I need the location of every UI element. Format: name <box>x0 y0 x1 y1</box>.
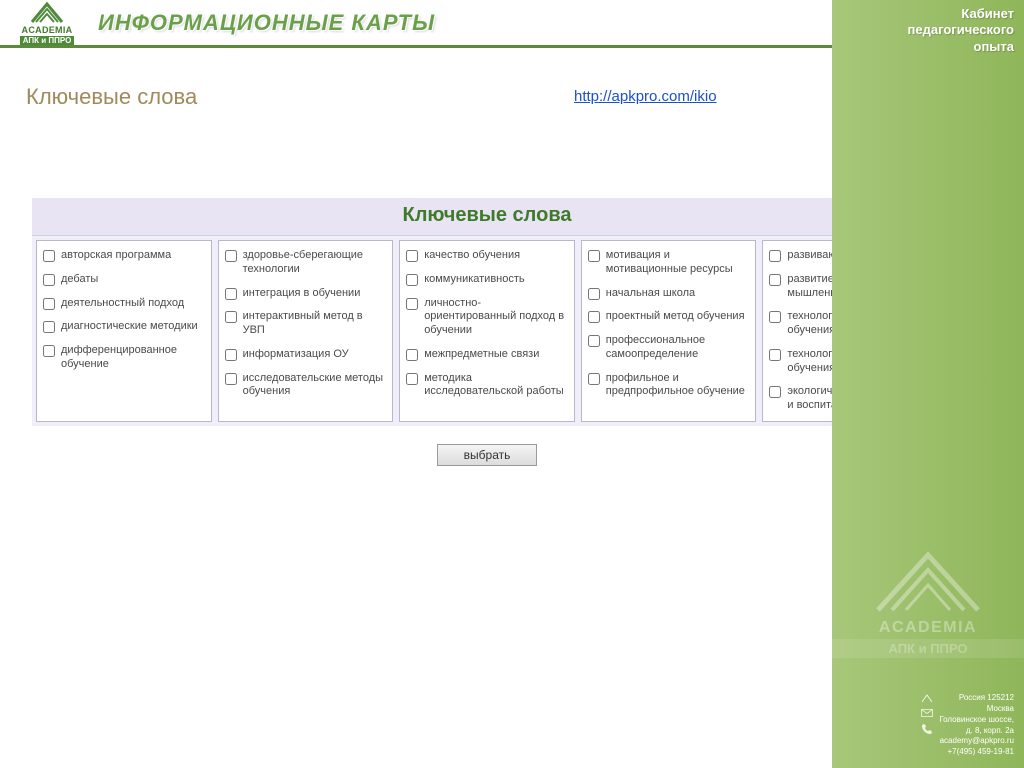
keyword-label: коммуникативность <box>424 273 524 287</box>
keyword-item[interactable]: авторская программа <box>43 249 205 263</box>
sidebar-title-line: опыта <box>842 39 1014 55</box>
keyword-item[interactable]: дебаты <box>43 273 205 287</box>
footer-phone-icon <box>921 723 933 735</box>
keyword-item[interactable]: проектный метод обучения <box>588 310 750 324</box>
keyword-checkbox[interactable] <box>43 345 55 357</box>
keyword-checkbox[interactable] <box>406 298 418 310</box>
logo-subtitle: АПК и ППРО <box>20 36 75 45</box>
keyword-column: авторская программа дебаты деятельностный … <box>36 240 212 422</box>
keyword-checkbox[interactable] <box>588 373 600 385</box>
sidebar: Кабинет педагогического опыта ACADEMIA А… <box>832 0 1024 768</box>
keyword-item[interactable]: методика исследовательской работы <box>406 372 568 400</box>
keyword-checkbox[interactable] <box>406 349 418 361</box>
keyword-label: исследовательские методы обучения <box>243 372 387 400</box>
keyword-checkbox[interactable] <box>588 288 600 300</box>
keyword-item[interactable]: мотивация и мотивационные ресурсы <box>588 249 750 277</box>
keyword-label: профессиональное самоопределение <box>606 334 750 362</box>
select-button[interactable]: выбрать <box>437 444 538 466</box>
keyword-label: профильное и предпрофильное обучение <box>606 372 750 400</box>
keyword-checkbox[interactable] <box>225 250 237 262</box>
keyword-column: мотивация и мотивационные ресурсы начальн… <box>581 240 757 422</box>
watermark-sub: АПК и ППРО <box>832 639 1024 658</box>
keyword-label: методика исследовательской работы <box>424 372 568 400</box>
keyword-item[interactable]: профессиональное самоопределение <box>588 334 750 362</box>
keyword-item[interactable]: диагностические методики <box>43 320 205 334</box>
keyword-item[interactable]: здоровье-сберегающие технологии <box>225 249 387 277</box>
keyword-label: межпредметные связи <box>424 348 539 362</box>
keyword-checkbox[interactable] <box>588 311 600 323</box>
keyword-label: интерактивный метод в УВП <box>243 310 387 338</box>
keyword-label: личностно-ориентированный подход в обуче… <box>424 297 568 338</box>
panel-columns: авторская программа дебаты деятельностный … <box>32 236 942 426</box>
keyword-item[interactable]: деятельностный подход <box>43 297 205 311</box>
sidebar-watermark: ACADEMIA АПК и ППРО <box>832 545 1024 658</box>
address-line: academy@apkpro.ru <box>939 736 1014 747</box>
keyword-checkbox[interactable] <box>769 386 781 398</box>
keyword-label: проектный метод обучения <box>606 310 745 324</box>
watermark-house-icon <box>868 545 988 615</box>
keyword-checkbox[interactable] <box>769 250 781 262</box>
keyword-column: качество обучения коммуникативность личнос… <box>399 240 575 422</box>
sidebar-footer: Россия 125212 Москва Головинское шоссе, … <box>842 693 1014 758</box>
keyword-checkbox[interactable] <box>588 335 600 347</box>
logo: ACADEMIA АПК и ППРО <box>8 0 86 45</box>
keyword-label: здоровье-сберегающие технологии <box>243 249 387 277</box>
keyword-label: интеграция в обучении <box>243 287 361 301</box>
keyword-item[interactable]: исследовательские методы обучения <box>225 372 387 400</box>
keyword-checkbox[interactable] <box>406 274 418 286</box>
keyword-item[interactable]: дифференцированное обучение <box>43 344 205 372</box>
keyword-item[interactable]: интеграция в обучении <box>225 287 387 301</box>
keyword-checkbox[interactable] <box>43 298 55 310</box>
keyword-checkbox[interactable] <box>588 250 600 262</box>
keyword-checkbox[interactable] <box>225 349 237 361</box>
keyword-label: начальная школа <box>606 287 695 301</box>
footer-mail-icon <box>921 709 933 717</box>
keyword-item[interactable]: начальная школа <box>588 287 750 301</box>
address-line: Россия 125212 <box>939 693 1014 704</box>
keyword-label: диагностические методики <box>61 320 198 334</box>
keyword-checkbox[interactable] <box>769 311 781 323</box>
watermark-name: ACADEMIA <box>832 619 1024 637</box>
sidebar-title-line: педагогического <box>842 22 1014 38</box>
external-link[interactable]: http://apkpro.com/ikio <box>574 88 717 105</box>
keyword-item[interactable]: интерактивный метод в УВП <box>225 310 387 338</box>
sidebar-title-line: Кабинет <box>842 6 1014 22</box>
keyword-checkbox[interactable] <box>406 373 418 385</box>
panel-title: Ключевые слова <box>32 198 942 236</box>
address-line: Москва <box>939 704 1014 715</box>
sidebar-title: Кабинет педагогического опыта <box>842 6 1014 55</box>
keyword-checkbox[interactable] <box>43 250 55 262</box>
keyword-item[interactable]: качество обучения <box>406 249 568 263</box>
keyword-label: деятельностный подход <box>61 297 184 311</box>
header-bar: ACADEMIA АПК и ППРО ИНФОРМАЦИОННЫЕ КАРТЫ <box>0 0 832 48</box>
keyword-checkbox[interactable] <box>43 321 55 333</box>
keyword-checkbox[interactable] <box>225 288 237 300</box>
keyword-column: здоровье-сберегающие технологии интеграци… <box>218 240 394 422</box>
keyword-item[interactable]: профильное и предпрофильное обучение <box>588 372 750 400</box>
keyword-label: дебаты <box>61 273 98 287</box>
keyword-item[interactable]: личностно-ориентированный подход в обуче… <box>406 297 568 338</box>
keyword-checkbox[interactable] <box>406 250 418 262</box>
keyword-checkbox[interactable] <box>769 274 781 286</box>
keyword-item[interactable]: межпредметные связи <box>406 348 568 362</box>
keyword-label: дифференцированное обучение <box>61 344 205 372</box>
keyword-item[interactable]: коммуникативность <box>406 273 568 287</box>
keywords-panel: Ключевые слова авторская программа дебаты… <box>32 198 942 466</box>
header-title: ИНФОРМАЦИОННЫЕ КАРТЫ <box>98 10 435 36</box>
address-line: +7(495) 459-19-81 <box>939 747 1014 758</box>
keyword-label: мотивация и мотивационные ресурсы <box>606 249 750 277</box>
keyword-label: авторская программа <box>61 249 171 263</box>
footer-house-icon <box>921 693 933 703</box>
keyword-label: информатизация ОУ <box>243 348 349 362</box>
address-line: Головинское шоссе, <box>939 715 1014 726</box>
logo-name: ACADEMIA <box>22 25 73 35</box>
keyword-checkbox[interactable] <box>43 274 55 286</box>
keyword-checkbox[interactable] <box>769 349 781 361</box>
keyword-checkbox[interactable] <box>225 311 237 323</box>
keyword-checkbox[interactable] <box>225 373 237 385</box>
keyword-item[interactable]: информатизация ОУ <box>225 348 387 362</box>
keyword-label: качество обучения <box>424 249 520 263</box>
logo-house-icon <box>28 0 66 24</box>
address-line: д. 8, корп. 2а <box>939 726 1014 737</box>
